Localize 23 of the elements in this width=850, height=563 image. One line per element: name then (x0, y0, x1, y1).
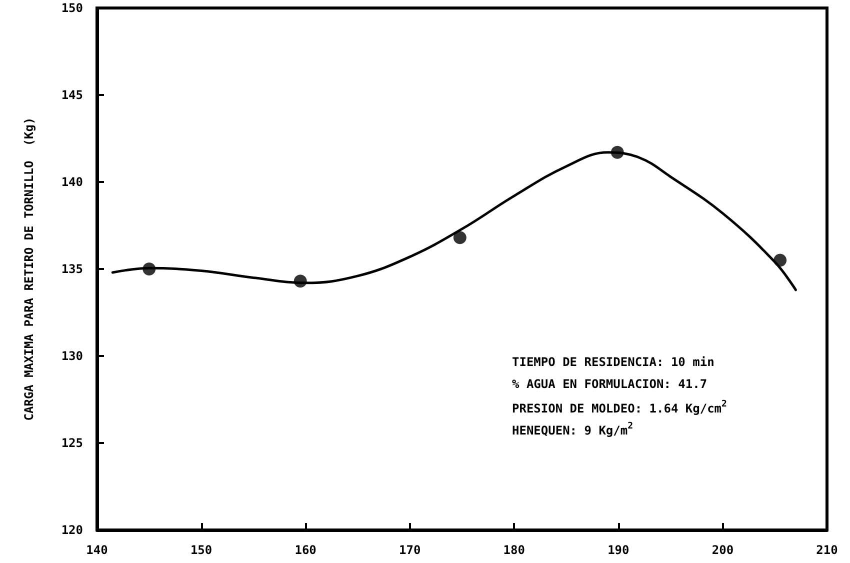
y-tick-label: 140 (61, 175, 83, 189)
y-tick-label: 130 (61, 349, 83, 363)
x-tick-label: 180 (503, 543, 525, 557)
y-tick-label: 145 (61, 88, 83, 102)
x-tick-label: 160 (294, 543, 316, 557)
x-tick-label: 190 (608, 543, 630, 557)
point (294, 274, 307, 288)
y-tick-label: 120 (61, 523, 83, 537)
y-tick-label: 150 (61, 1, 83, 15)
x-tick-label: 210 (816, 543, 838, 557)
x-tick-label: 170 (399, 543, 421, 557)
annotation: TIEMPO DE RESIDENCIA: 10 min (512, 355, 714, 369)
x-tick-label: 200 (712, 543, 734, 557)
point (774, 254, 787, 267)
annotation: % AGUA EN FORMULACION: 41.7 (512, 377, 708, 391)
y-axis-title: CARGA MAXIMA PARA RETIRO DE TORNILLO (Kg) (22, 117, 36, 421)
x-tick-label: 140 (86, 543, 108, 557)
point (453, 231, 466, 244)
y-tick-label: 135 (61, 262, 83, 276)
y-tick-label: 125 (61, 436, 83, 450)
point (142, 262, 156, 276)
x-tick-label: 150 (190, 543, 212, 557)
point (610, 146, 624, 159)
